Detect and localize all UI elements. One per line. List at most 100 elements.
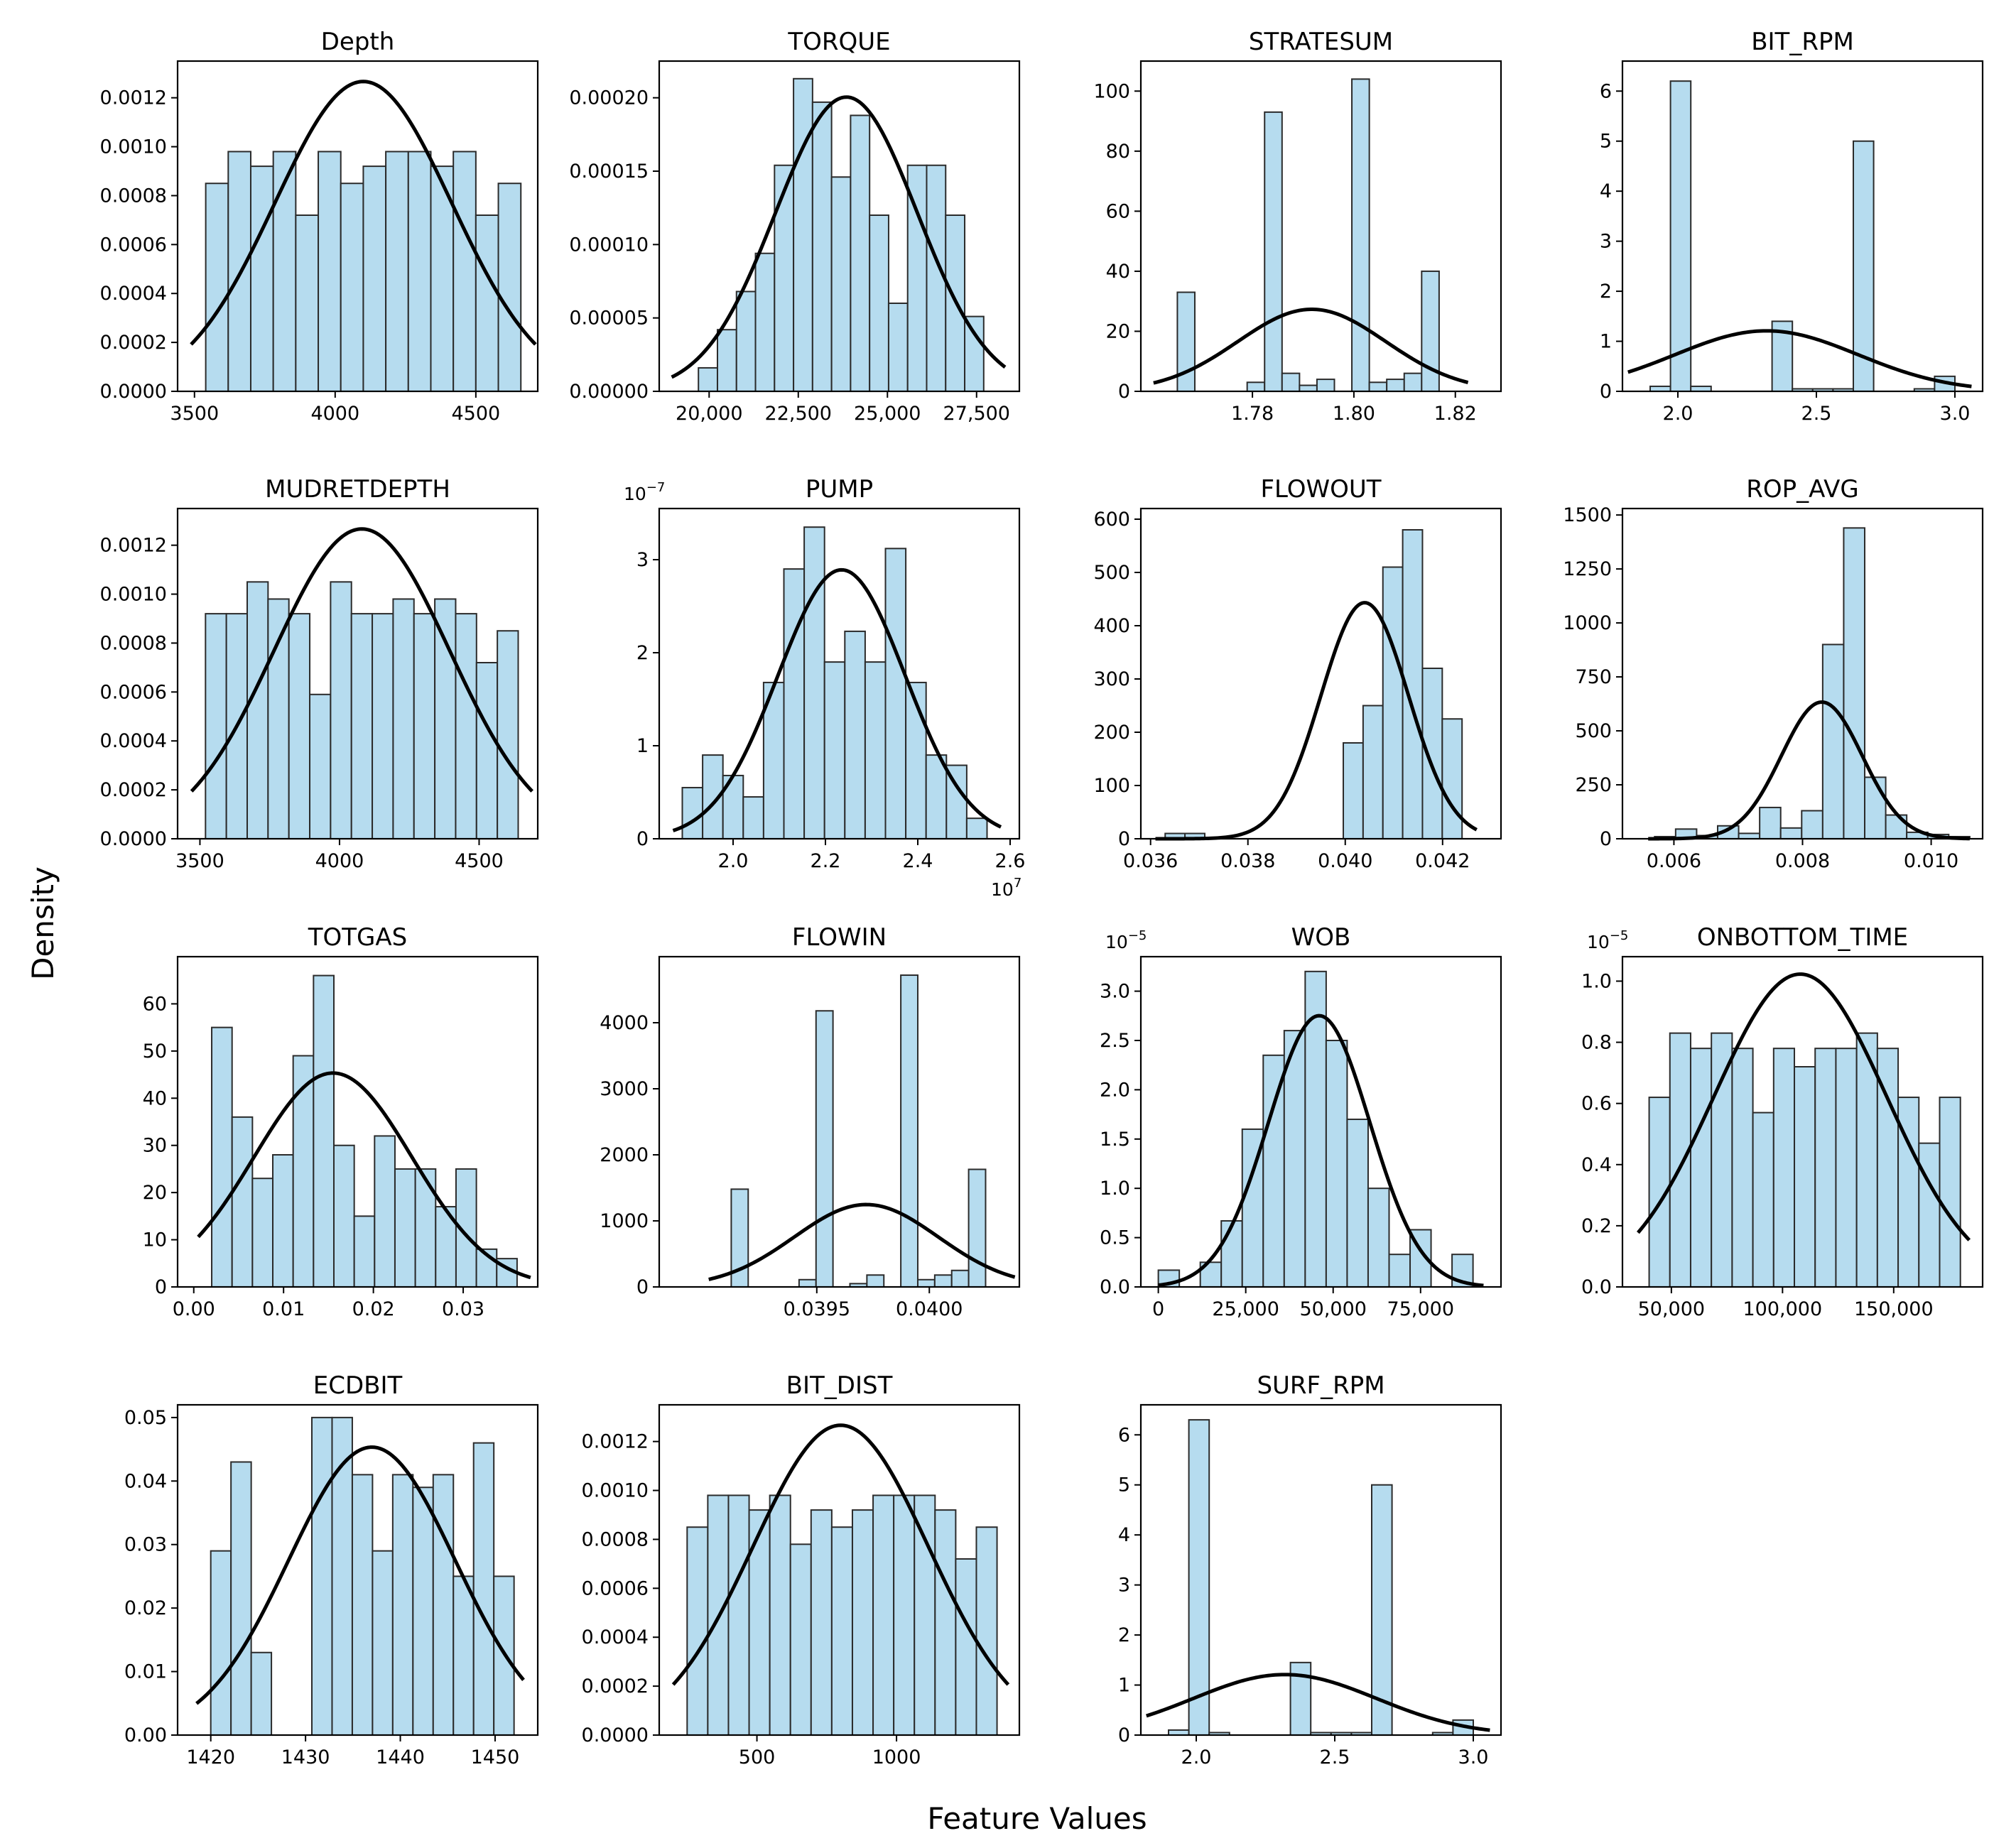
torque-x-tick-label: 27,500 [943, 403, 1010, 425]
ecdbit-bar [230, 1461, 252, 1736]
flowout-y-tick-label: 0 [1118, 828, 1130, 850]
depth-title: Depth [321, 28, 395, 56]
surf-rpm-x-tick-label: 2.5 [1320, 1746, 1350, 1768]
stratesum-y-tick-label: 60 [1106, 200, 1130, 222]
torque-y-tick-label: 0.00010 [569, 234, 649, 256]
mudretdepth-bar [497, 630, 519, 839]
totgas-bar [292, 1055, 315, 1288]
depth-bar [407, 151, 432, 392]
bit-dist-bar [810, 1509, 833, 1736]
surf-rpm-y-tick-label: 5 [1118, 1474, 1130, 1496]
panel-flowout: 0.036 0.038 0.040 0.042 0 100 200 300 400 500 600 F… [1093, 475, 1502, 872]
stratesum-x-tick-label: 1.78 [1231, 403, 1274, 425]
mudretdepth-y-tick-label: 0.0006 [100, 681, 167, 703]
totgas-bar [272, 1154, 294, 1288]
onbottom-time-bar [1711, 1032, 1733, 1288]
bit-dist-x-tick-label: 500 [739, 1746, 776, 1768]
stratesum-bar [1386, 379, 1405, 392]
bit-dist-y-tick-label: 0.0012 [582, 1431, 649, 1453]
ecdbit-x-tick-label: 1440 [376, 1746, 425, 1768]
depth-bar [249, 165, 274, 392]
wob-bar [1367, 1187, 1390, 1288]
rop-avg-bar [1843, 527, 1866, 840]
onbottom-time-x-tick-label: 50,000 [1638, 1298, 1705, 1320]
rop-avg-bar [1801, 810, 1823, 840]
panel-wob: 0 25,000 50,000 75,000 0.0 0.5 1.0 1.5 2.0 2.5 3.0… [1100, 923, 1502, 1320]
wob-x-tick-label: 25,000 [1212, 1298, 1279, 1320]
rop-avg-x-tick-label: 0.008 [1775, 850, 1830, 872]
flowin-bar [916, 1278, 936, 1288]
flowin-y-tick-label: 2000 [600, 1144, 649, 1166]
depth-normal-curve [190, 80, 537, 346]
torque-bar [698, 366, 718, 393]
flowout-x-tick-label: 0.036 [1123, 850, 1178, 872]
bit-dist-y-tick-label: 0.0008 [582, 1528, 649, 1550]
torque-axes-frame [658, 60, 1021, 393]
mudretdepth-bar [455, 613, 477, 839]
mudretdepth-title: MUDRETDEPTH [265, 475, 450, 504]
rop-avg-normal-curve [1648, 700, 1970, 841]
stratesum-bar [1264, 111, 1283, 392]
wob-title: WOB [1291, 923, 1351, 952]
rop-avg-x-tick-label: 0.006 [1647, 850, 1701, 872]
wob-normal-curve [1158, 1013, 1484, 1288]
panel-ecdbit: 1420 1430 1440 1450 0.00 0.01 0.02 0.03 0.04 0.05… [124, 1371, 539, 1768]
pump-axes-frame [658, 507, 1021, 840]
pump-y-offset-text: 10−7 [624, 480, 665, 504]
wob-y-tick-label: 2.0 [1100, 1079, 1130, 1101]
mudretdepth-axes-frame [176, 507, 539, 840]
depth-y-tick-label: 0.0012 [100, 87, 167, 109]
bit-dist-y-tick-label: 0.0004 [582, 1626, 649, 1648]
mudretdepth-x-tick-label: 3500 [175, 850, 224, 872]
torque-x-tick-label: 20,000 [676, 403, 742, 425]
torque-bar [774, 164, 795, 392]
totgas-normal-curve [197, 1071, 531, 1280]
depth-bar [497, 183, 522, 392]
flowout-bar [1343, 742, 1364, 839]
depth-y-tick-label: 0.0004 [100, 283, 167, 305]
onbottom-time-x-tick-label: 150,000 [1854, 1298, 1934, 1320]
bit-dist-bar [872, 1494, 895, 1736]
ecdbit-y-tick-label: 0.02 [124, 1597, 167, 1619]
bit-dist-y-tick-label: 0.0000 [582, 1724, 649, 1746]
totgas-y-tick-label: 0 [155, 1276, 167, 1298]
flowout-bar [1362, 705, 1384, 839]
totgas-bar [313, 974, 335, 1288]
onbottom-time-x-tick-label: 100,000 [1743, 1298, 1823, 1320]
mudretdepth-bar [475, 662, 499, 839]
flowout-y-tick-label: 600 [1093, 509, 1130, 531]
figure-x-label: Feature Values [927, 1801, 1147, 1836]
flowin-bar [950, 1269, 970, 1288]
totgas-axes-frame [176, 955, 539, 1288]
mudretdepth-bar [267, 598, 290, 839]
bit-dist-bar [955, 1558, 977, 1736]
flowin-axes-frame [658, 955, 1021, 1288]
stratesum-bar [1176, 291, 1196, 392]
mudretdepth-y-tick-label: 0.0002 [100, 779, 167, 801]
wob-bar [1262, 1054, 1285, 1288]
ecdbit-y-tick-label: 0.05 [124, 1407, 167, 1429]
flowin-normal-curve [708, 1202, 1016, 1281]
pump-normal-curve [672, 567, 1002, 832]
panel-mudretdepth: 3500 4000 4500 0.0000 0.0002 0.0004 0.0006 0.00… [100, 475, 539, 872]
rop-avg-bar [1759, 806, 1782, 840]
torque-y-tick-label: 0.00000 [569, 381, 649, 403]
totgas-title: TOTGAS [308, 923, 408, 952]
flowout-x-tick-label: 0.042 [1415, 850, 1470, 872]
stratesum-bar [1281, 372, 1301, 392]
flowin-y-tick-label: 1000 [600, 1210, 649, 1232]
mudretdepth-y-tick-label: 0.0000 [100, 828, 167, 850]
bit-rpm-title: BIT_RPM [1751, 28, 1854, 56]
totgas-bar [374, 1135, 396, 1288]
bit-dist-title: BIT_DIST [786, 1371, 893, 1400]
panel-bit-dist: 500 1000 0.0000 0.0002 0.0004 0.0006 0.0008 0.0… [582, 1371, 1021, 1768]
stratesum-x-tick-label: 1.82 [1434, 403, 1477, 425]
pump-x-tick-label: 2.6 [995, 850, 1026, 872]
flowin-y-tick-label: 0 [636, 1276, 649, 1298]
ecdbit-bar [391, 1474, 414, 1736]
wob-axes-frame [1139, 955, 1502, 1288]
wob-bar [1220, 1220, 1243, 1288]
mudretdepth-y-tick-label: 0.0008 [100, 632, 167, 654]
depth-y-tick-label: 0.0008 [100, 185, 167, 207]
mudretdepth-bar [246, 581, 269, 839]
